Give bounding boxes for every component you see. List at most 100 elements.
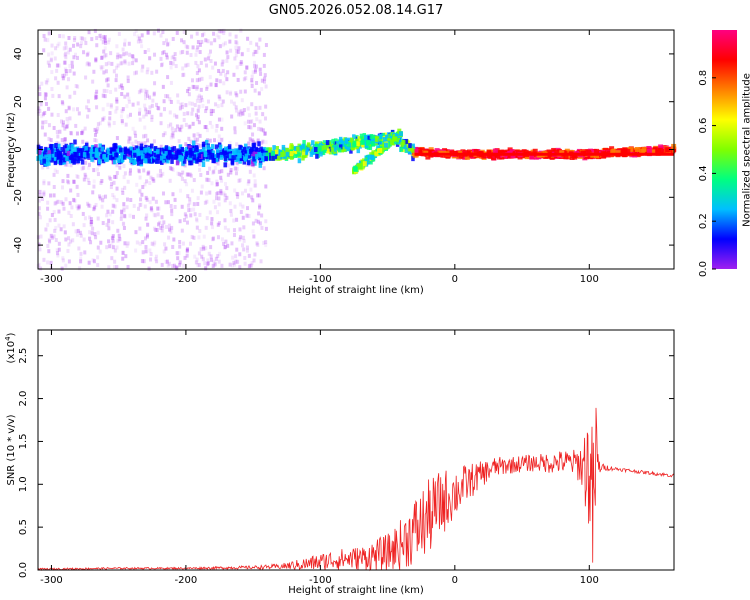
spectrogram-cell: [56, 134, 60, 139]
spectrogram-cell: [167, 261, 171, 266]
spectrogram-cell: [425, 154, 431, 160]
spectrogram-cell: [213, 165, 217, 170]
spectrogram-cell: [72, 107, 76, 112]
spectrogram-cell: [150, 158, 155, 164]
spectrogram-cell: [218, 169, 222, 174]
spectrogram-cell: [249, 125, 253, 130]
spectrogram-cell: [215, 78, 219, 83]
spectrogram-cell: [249, 144, 253, 149]
spectrogram-cell: [173, 56, 177, 61]
spectrogram-cell: [57, 241, 61, 246]
spectrogram-cell: [62, 120, 66, 125]
spectrogram-cell: [56, 154, 61, 160]
spectrogram-cell: [211, 150, 216, 156]
spectrogram-cell: [109, 150, 114, 156]
spectrogram-cell: [134, 58, 138, 63]
spectrogram-cell: [122, 154, 127, 160]
spectrogram-cell: [198, 167, 202, 172]
spectrogram-cell: [180, 155, 184, 161]
spectrogram-cell: [249, 263, 253, 268]
spectrogram-cell: [104, 69, 108, 74]
spectrogram-cell: [234, 34, 238, 39]
spectrogram-cell: [410, 147, 415, 153]
spectrogram-cell: [125, 205, 129, 210]
spectrogram-cell: [96, 245, 100, 250]
spectrogram-cell: [38, 149, 42, 155]
spectrogram-cell: [178, 219, 182, 224]
spectrogram-cell: [93, 232, 97, 237]
spectrogram-cell: [62, 154, 66, 160]
colorbar-tick-label: 0.0: [698, 261, 709, 277]
spectrogram-cell: [122, 52, 126, 57]
y-tick-label: 0.0: [18, 562, 29, 578]
spectrogram-cell: [72, 38, 76, 43]
spectrogram-cell: [352, 134, 356, 140]
spectrogram-cell: [144, 195, 148, 200]
spectrogram-cell: [143, 182, 147, 187]
spectrogram-cell: [186, 62, 190, 67]
spectrogram-cell: [83, 37, 87, 42]
spectrogram-cell: [149, 257, 153, 262]
spectrogram-cell: [374, 136, 379, 142]
spectrogram-cell: [223, 198, 227, 203]
spectrogram-cell: [218, 44, 222, 49]
spectrogram-cell: [238, 178, 242, 183]
spectrogram-cell: [166, 94, 170, 99]
spectrogram-cell: [382, 137, 387, 143]
spectrogram-cell: [169, 203, 173, 208]
spectrogram-cell: [255, 42, 259, 47]
spectrogram-cell: [177, 251, 181, 256]
spectrogram-cell: [112, 195, 116, 200]
spectrogram-cell: [190, 111, 194, 116]
spectrogram-cell: [194, 140, 198, 145]
spectrogram-cell: [216, 161, 220, 166]
spectrogram-cell: [264, 104, 268, 109]
spectrogram-cell: [55, 63, 59, 68]
spectrogram-cell: [434, 148, 440, 154]
spectrogram-cell: [37, 142, 41, 147]
spectrogram-cell: [173, 197, 177, 202]
spectrogram-cell: [255, 80, 259, 85]
spectrogram-cell: [251, 161, 255, 167]
spectrogram-cell: [178, 144, 183, 150]
spectrogram-cell: [121, 47, 125, 52]
spectrogram-cell: [213, 261, 217, 266]
spectrogram-cell: [230, 241, 234, 246]
spectrogram-cell: [176, 171, 180, 176]
spectrogram-cell: [141, 240, 145, 245]
y-tick-label: 1.5: [18, 433, 29, 449]
spectrogram-cell: [259, 259, 263, 264]
spectrogram-cell: [280, 152, 284, 158]
spectrogram-cell: [237, 46, 241, 51]
spectrogram-cell: [48, 239, 52, 244]
spectrogram-cell: [344, 144, 348, 150]
spectrogram-cell: [196, 262, 200, 267]
spectrogram-cell: [244, 76, 248, 81]
spectrogram-cell: [101, 93, 105, 98]
spectrogram-cell: [194, 217, 198, 222]
spectrogram-cell: [198, 99, 202, 104]
spectrogram-cell: [182, 218, 186, 223]
spectrogram-cell: [157, 106, 161, 111]
spectrogram-cell: [226, 55, 230, 60]
spectrogram-cell: [242, 238, 246, 243]
spectrogram-cell: [563, 154, 569, 160]
spectrogram-cell: [75, 155, 79, 161]
spectrogram-cell: [205, 199, 209, 204]
spectrogram-cell: [67, 106, 71, 111]
spectrogram-cell: [128, 168, 132, 173]
spectrogram-cell: [94, 95, 98, 100]
spectrogram-cell: [146, 109, 150, 114]
spectrogram-cell: [256, 138, 260, 143]
spectrogram-cell: [171, 131, 175, 136]
spectrogram-cell: [112, 180, 116, 185]
spectrogram-cell: [51, 93, 55, 98]
spectrogram-cell: [218, 144, 223, 150]
spectrogram-cell: [301, 155, 305, 161]
spectrogram-cell: [86, 165, 90, 170]
spectrogram-cell: [253, 49, 257, 54]
spectrogram-cell: [59, 155, 64, 161]
spectrogram-cell: [172, 237, 176, 242]
spectrogram-cell: [397, 128, 402, 134]
spectrogram-cell: [230, 159, 235, 165]
